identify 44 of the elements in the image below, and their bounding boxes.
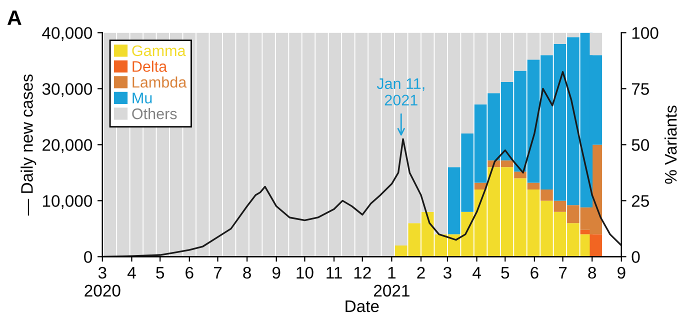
x-tick-label: 5 bbox=[501, 267, 510, 279]
y-tick-label: 30,000 bbox=[42, 83, 92, 97]
legend-label: Gamma bbox=[132, 45, 186, 56]
x-tick-label: 6 bbox=[530, 266, 538, 279]
legend-label: Lambda bbox=[132, 76, 187, 88]
x-tick-label: 2 bbox=[417, 266, 425, 278]
x-tick-label: 6 bbox=[186, 266, 194, 279]
x-tick-label: 7 bbox=[559, 267, 567, 278]
bar bbox=[540, 189, 553, 201]
y-tick-label: 0 bbox=[84, 251, 92, 263]
x-tick-label: 1 2021 bbox=[374, 267, 410, 297]
y2-axis-title: % Variants bbox=[664, 106, 677, 184]
x-tick-label: 5 bbox=[156, 267, 164, 279]
x-tick-label: 4 bbox=[472, 267, 481, 278]
x-tick-label: 11 bbox=[326, 267, 342, 278]
x-tick-label: 3 2020 bbox=[84, 266, 120, 297]
y-tick-label: 20,000 bbox=[42, 139, 92, 153]
bar bbox=[514, 172, 526, 178]
y-axis-title: — Daily new cases bbox=[20, 74, 36, 216]
x-tick-label: 8 bbox=[588, 266, 596, 279]
x-tick-label: 12 bbox=[354, 266, 371, 278]
x-tick-label: 3 bbox=[443, 266, 452, 279]
x-tick-label: 9 bbox=[272, 266, 280, 279]
y2-tick-label: 100 bbox=[632, 27, 658, 39]
x-tick-label: 9 bbox=[618, 266, 626, 279]
x-tick-label: 7 bbox=[214, 267, 222, 278]
y-tick-label: 40,000 bbox=[42, 27, 92, 41]
y-tick-label: 10,000 bbox=[42, 195, 92, 209]
x-tick-label: 4 bbox=[127, 267, 136, 278]
bar bbox=[527, 182, 540, 190]
x-tick-label: 8 bbox=[243, 266, 251, 279]
y2-tick-label: 50 bbox=[632, 139, 650, 151]
legend-label: Delta bbox=[132, 60, 168, 72]
y2-tick-label: 25 bbox=[632, 195, 649, 207]
bar bbox=[590, 234, 602, 257]
text: A bbox=[7, 10, 22, 25]
x-tick-label: 10 bbox=[296, 266, 314, 279]
legend-label: Mu bbox=[132, 92, 152, 104]
annotation: Jan 11, 2021 bbox=[376, 78, 424, 106]
y2-tick-label: 0 bbox=[632, 251, 640, 263]
x-axis-title: Date bbox=[346, 300, 379, 312]
bar bbox=[590, 32, 602, 56]
y2-tick-label: 75 bbox=[632, 83, 649, 95]
legend-label: Others bbox=[132, 108, 177, 120]
